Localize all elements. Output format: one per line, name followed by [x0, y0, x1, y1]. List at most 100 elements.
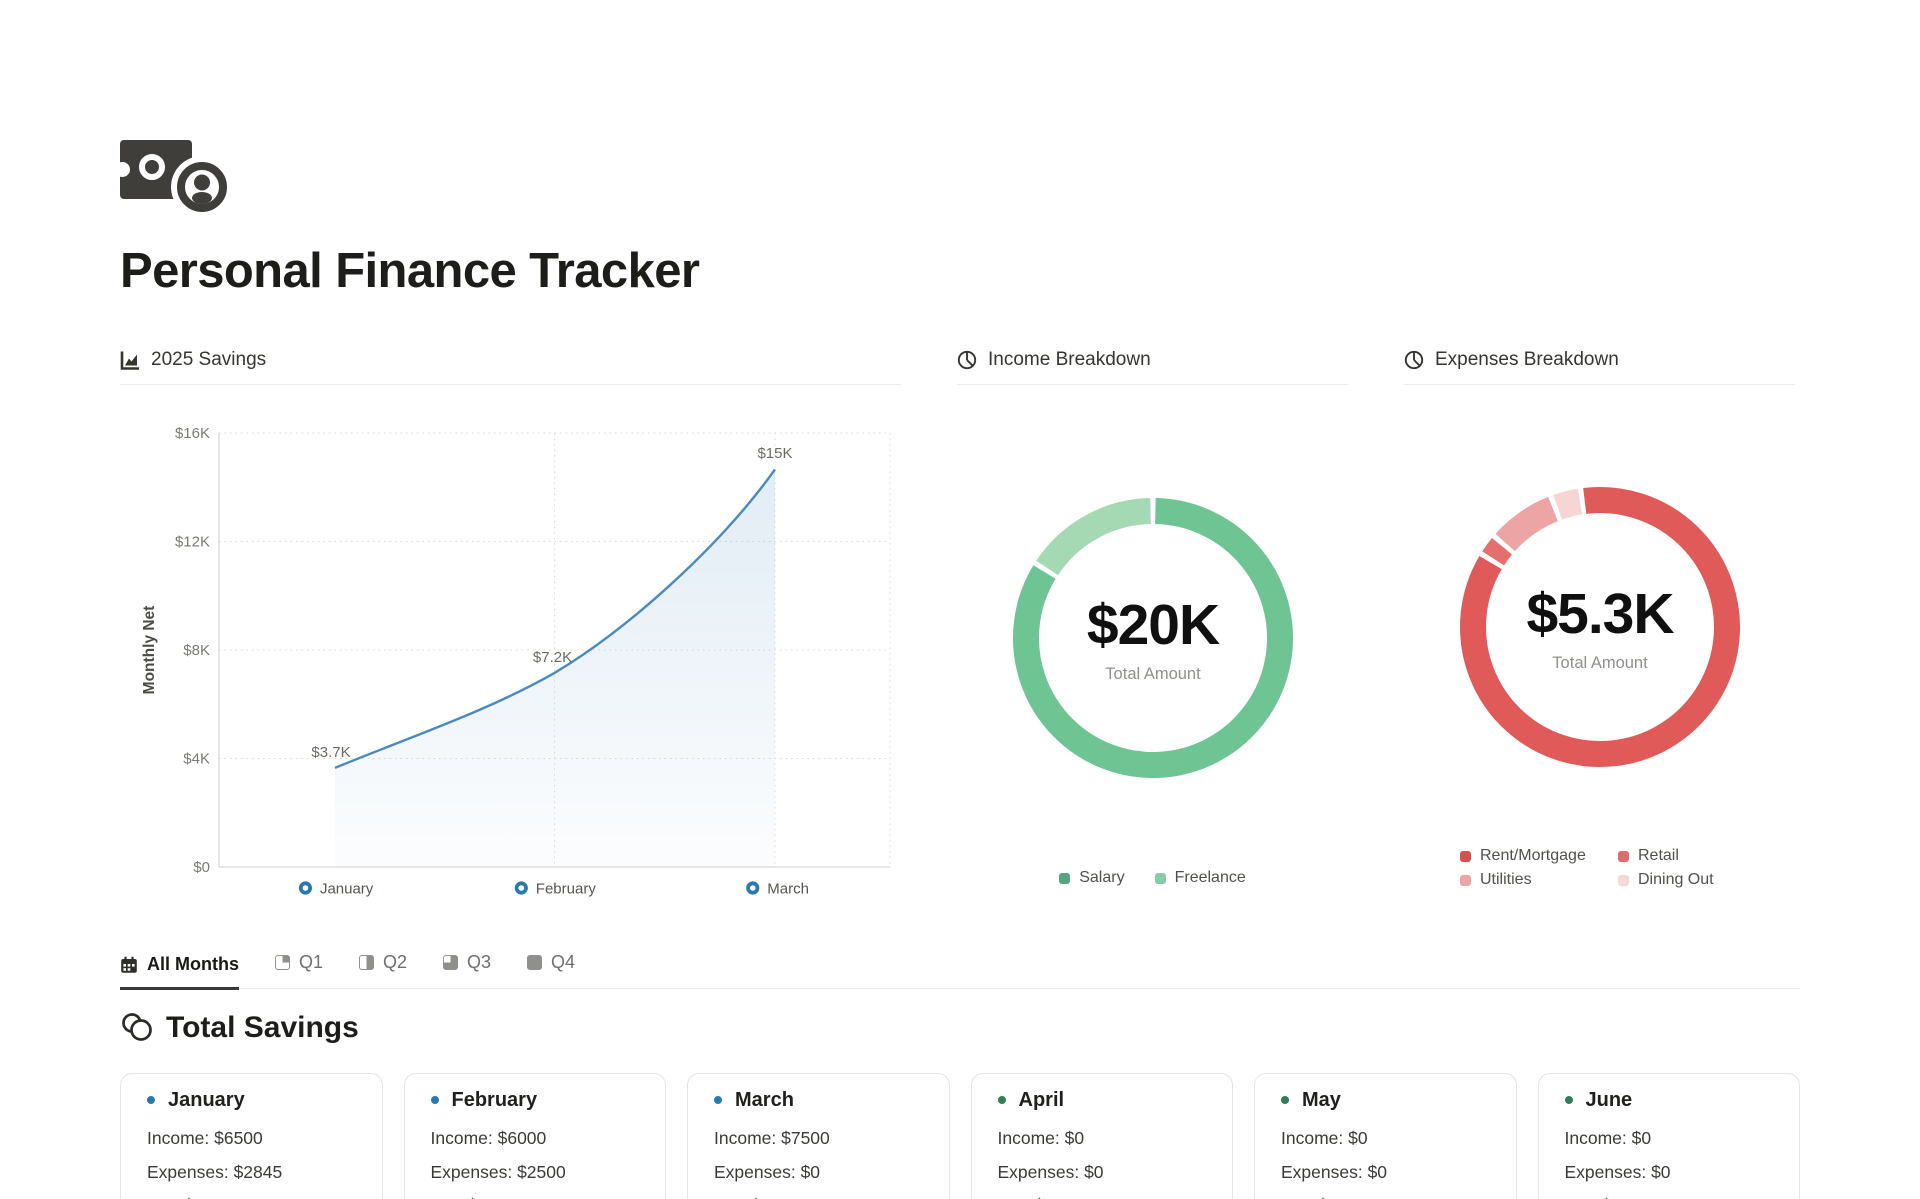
month-card-may[interactable]: May Income: $0 Expenses: $0 Net: $0: [1254, 1073, 1517, 1199]
net-line: Net: $7500: [714, 1196, 923, 1199]
net-line: Net: $3500: [431, 1196, 640, 1199]
net-line: Net: $3655: [147, 1196, 356, 1199]
svg-text:$4K: $4K: [183, 751, 210, 768]
expenses-line: Expenses: $2845: [147, 1161, 283, 1182]
svg-text:$12K: $12K: [175, 534, 210, 551]
month-card-header: March: [714, 1087, 923, 1113]
legend-label: Rent/Mortgage: [1480, 847, 1586, 864]
tab-q4[interactable]: Q4: [527, 952, 575, 988]
svg-text:February: February: [536, 881, 597, 898]
donut-segment: [1553, 488, 1583, 520]
month-card-january[interactable]: January Income: $6500 Expenses: $2845 Net: …: [120, 1073, 383, 1199]
pie-chart-icon: [957, 350, 977, 370]
month-marker-icon: [147, 1096, 155, 1104]
calendar-icon: [121, 956, 137, 973]
expenses-panel: Expenses Breakdown $5.3K Total Amount Re…: [1404, 349, 1795, 889]
month-marker-icon: [714, 1096, 722, 1104]
legend-item: Retail: [1618, 847, 1795, 865]
legend-item: Utilities: [1460, 871, 1618, 889]
income-line: Income: $7500: [714, 1128, 830, 1148]
tab-q2[interactable]: Q2: [359, 952, 407, 988]
donut-segment: [1036, 498, 1152, 576]
quarter-2-icon: [359, 955, 375, 970]
quarter-4-icon: [527, 955, 543, 970]
income-line: Income: $6000: [430, 1128, 547, 1148]
svg-text:$3.7K: $3.7K: [311, 744, 350, 761]
svg-text:March: March: [767, 881, 809, 898]
legend-swatch-icon: [1059, 872, 1071, 884]
expenses-panel-title: Expenses Breakdown: [1435, 349, 1619, 370]
income-panel-title: Income Breakdown: [988, 349, 1151, 370]
legend-label: Dining Out: [1638, 871, 1714, 888]
month-marker-icon: [997, 1096, 1006, 1104]
expenses-total-label: Total Amount: [1552, 654, 1648, 672]
legend-item: Rent/Mortgage: [1460, 847, 1618, 865]
quarter-tabs: All Months Q1 Q2 Q3 Q4: [120, 952, 1800, 990]
legend-swatch-icon: [1618, 874, 1629, 886]
month-card-june[interactable]: June Income: $0 Expenses: $0 Net: $0: [1537, 1073, 1800, 1199]
svg-text:$8K: $8K: [183, 642, 210, 659]
month-card-title: January: [168, 1089, 245, 1111]
expenses-donut: $5.3K Total Amount: [1404, 385, 1795, 835]
income-donut-center: $20K Total Amount: [1086, 592, 1220, 684]
expenses-line: Expenses: $2500: [430, 1161, 566, 1182]
legend-swatch-icon: [1618, 850, 1629, 862]
month-card-header: February: [430, 1087, 640, 1113]
income-panel: Income Breakdown $20K Total Amount Salar…: [957, 349, 1348, 887]
donut-segment: [1460, 487, 1740, 767]
money-banknote-coin-icon: [115, 140, 233, 218]
legend-label: Utilities: [1480, 871, 1532, 888]
svg-text:Monthly Net: Monthly Net: [141, 606, 158, 695]
legend-swatch-icon: [1460, 874, 1471, 886]
income-line: Income: $0: [1564, 1128, 1652, 1148]
month-card-title: June: [1585, 1089, 1633, 1111]
tab-all-months[interactable]: All Months: [120, 954, 239, 990]
svg-text:$7.2K: $7.2K: [533, 649, 572, 666]
expenses-line: Expenses: $0: [714, 1161, 821, 1182]
tab-q1[interactable]: Q1: [275, 952, 323, 988]
expenses-donut-center: $5.3K Total Amount: [1526, 581, 1674, 673]
pie-chart-icon: [1404, 350, 1424, 370]
expenses-line: Expenses: $0: [1281, 1161, 1388, 1182]
month-card-february[interactable]: February Income: $6000 Expenses: $2500 Net:…: [403, 1073, 666, 1199]
charts-row: 2025 Savings $0 $4K $8K $12K $16K Monthly Net…: [120, 349, 1800, 922]
svg-text:January: January: [320, 881, 374, 898]
donut-segment: [1013, 498, 1293, 778]
area-chart-icon: [120, 351, 139, 370]
month-card-march[interactable]: March Income: $7500 Expenses: $0 Net: $7500: [687, 1073, 950, 1199]
savings-chart: $0 $4K $8K $12K $16K Monthly Net $3.7K $7.2K $15…: [120, 385, 901, 922]
month-card-title: April: [1018, 1089, 1065, 1111]
net-line: Net: $0: [998, 1196, 1207, 1199]
month-card-april[interactable]: April Income: $0 Expenses: $0 Net: $0: [970, 1073, 1233, 1199]
income-panel-header: Income Breakdown: [957, 349, 1348, 385]
legend-label: Salary: [1079, 869, 1125, 886]
coins-icon: [122, 1013, 152, 1041]
month-card-title: May: [1302, 1089, 1341, 1111]
donut-segment: [1482, 537, 1513, 566]
legend-item: Dining Out: [1618, 871, 1795, 889]
expenses-line: Expenses: $0: [1564, 1161, 1671, 1182]
month-card-header: June: [1564, 1087, 1774, 1113]
tab-q3[interactable]: Q3: [443, 952, 491, 988]
savings-panel-title: 2025 Savings: [151, 349, 267, 370]
month-card-title: February: [451, 1089, 538, 1111]
total-savings-header: Total Savings: [120, 1011, 1800, 1045]
income-total-value: $20K: [1086, 593, 1220, 657]
month-marker-icon: [514, 881, 528, 895]
donut-segment: [1495, 496, 1559, 552]
income-total-label: Total Amount: [1105, 665, 1201, 683]
month-card-title: March: [735, 1089, 794, 1111]
month-card-header: January: [147, 1087, 356, 1113]
legend-swatch-icon: [1154, 872, 1166, 884]
legend-swatch-icon: [1460, 850, 1471, 862]
net-line: Net: $0: [1281, 1196, 1490, 1199]
income-legend: Salary Freelance: [957, 869, 1348, 887]
quarter-1-icon: [275, 955, 290, 970]
month-marker-icon: [746, 881, 760, 895]
savings-panel: 2025 Savings $0 $4K $8K $12K $16K Monthly Net…: [120, 349, 901, 922]
month-card-header: May: [1281, 1087, 1490, 1113]
legend-item: Freelance: [1154, 869, 1246, 887]
tab-label: Q3: [467, 952, 492, 972]
expenses-panel-header: Expenses Breakdown: [1404, 349, 1795, 385]
